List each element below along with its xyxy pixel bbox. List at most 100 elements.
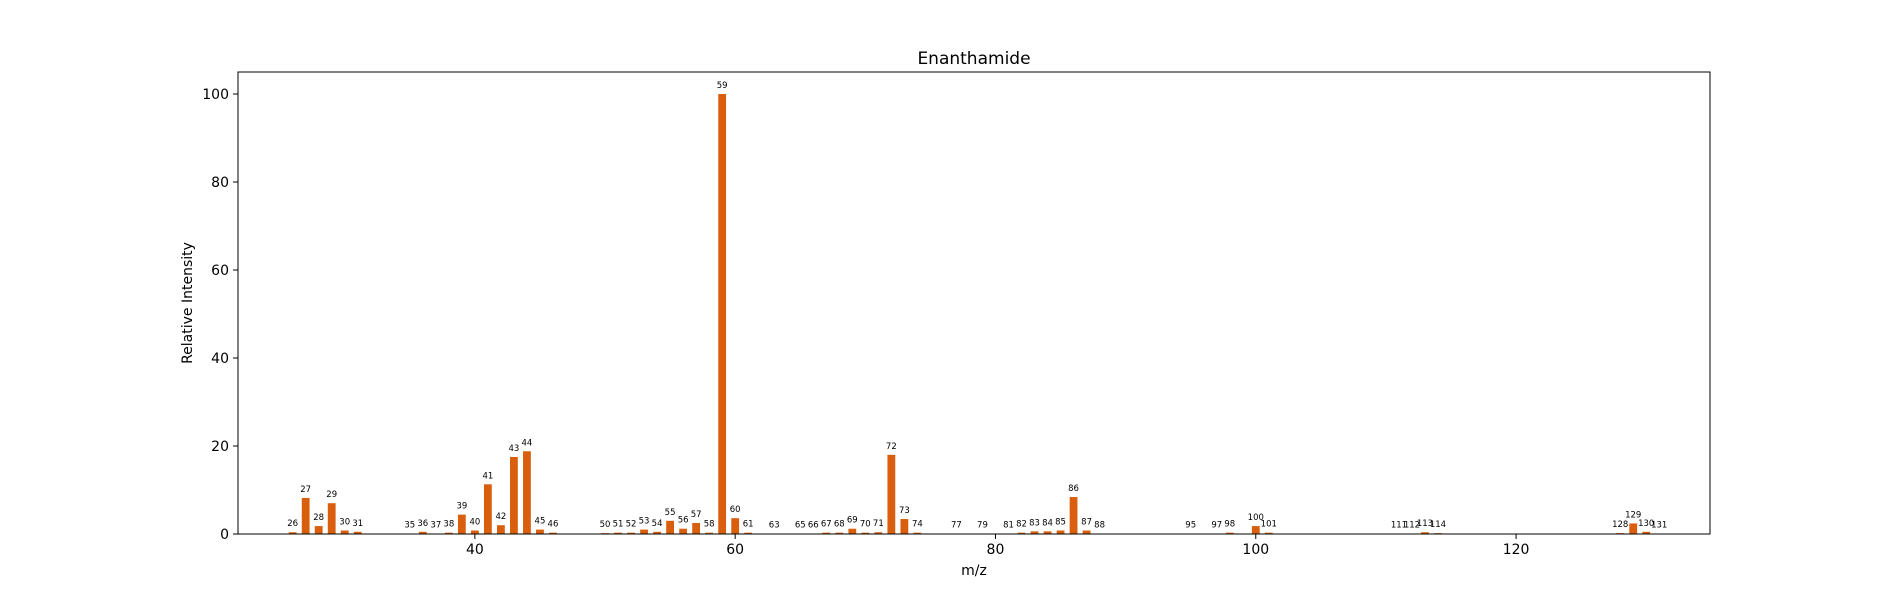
peak-label: 77 [951,521,962,531]
peak-label: 81 [1003,521,1014,531]
peak-label: 79 [977,521,988,531]
peak-label: 55 [665,508,676,518]
bar-mz-86 [1069,497,1078,534]
bar-mz-69 [848,528,857,534]
peak-label: 73 [899,506,910,516]
peak-label: 42 [495,512,506,522]
x-tick-label: 80 [987,542,1005,558]
peak-label: 114 [1430,520,1446,530]
peak-label: 83 [1029,518,1040,528]
peak-label: 37 [430,521,441,531]
peak-label: 100 [1248,513,1264,523]
peak-label: 70 [860,520,871,530]
bar-mz-85 [1056,530,1065,534]
bar-mz-101 [1264,532,1273,534]
peak-label: 85 [1055,517,1066,527]
y-tick-label: 80 [211,175,229,191]
bar-mz-82 [1017,532,1026,534]
bar-mz-100 [1251,526,1260,534]
peak-label: 45 [535,517,546,527]
peak-label: 58 [704,520,715,530]
bar-mz-87 [1082,530,1091,534]
peak-label: 36 [417,519,428,529]
peak-label: 52 [626,520,637,530]
bar-mz-54 [653,531,661,534]
peak-label: 46 [548,520,559,530]
peak-label: 129 [1625,510,1641,520]
bar-mz-83 [1030,531,1039,534]
bar-mz-27 [301,497,310,534]
y-tick-label: 40 [211,351,229,367]
bar-mz-67 [822,532,831,534]
bar-mz-58 [705,532,714,534]
bar-mz-84 [1043,531,1052,534]
peak-label: 60 [730,505,741,515]
peak-label: 57 [691,510,702,520]
bar-mz-73 [900,519,909,534]
bar-mz-61 [744,532,753,534]
peak-label: 130 [1638,519,1654,529]
peak-label: 86 [1068,484,1079,494]
peak-label: 27 [300,485,311,495]
bar-mz-31 [353,531,362,534]
x-axis-title: m/z [961,563,987,579]
peak-label: 67 [821,520,832,530]
x-axis: 40 60 80 100 120 [466,534,1529,558]
bar-mz-30 [340,530,349,534]
peak-label: 41 [482,471,493,481]
bar-mz-40 [470,530,479,534]
peak-label: 84 [1042,518,1053,528]
x-tick-label: 40 [466,542,484,558]
bar-mz-46 [549,532,557,534]
bar-mz-130 [1642,531,1651,534]
peak-label: 88 [1094,521,1105,531]
plot-frame [237,71,1711,535]
bar-mz-70 [861,532,870,534]
x-tick-label: 120 [1503,542,1530,558]
peak-label: 53 [639,517,650,527]
peak-label: 128 [1612,520,1628,530]
bar-mz-29 [327,503,336,534]
y-axis-title: Relative Intensity [180,242,196,364]
y-tick-label: 20 [211,439,229,455]
bar-mz-52 [627,532,635,534]
peak-label: 131 [1651,521,1667,531]
peak-label: 28 [313,513,324,523]
peak-label: 111 [1391,521,1407,531]
bar-mz-56 [679,528,688,534]
x-tick-label: 60 [726,542,744,558]
peak-label: 74 [912,520,923,530]
bar-mz-55 [666,520,674,534]
peak-label: 35 [404,521,415,531]
peak-label: 30 [339,517,350,527]
bar-mz-53 [640,529,648,534]
peak-label: 68 [834,520,845,530]
bar-mz-68 [835,532,844,534]
peak-label: 101 [1261,520,1277,530]
y-tick-label: 100 [202,87,229,103]
peak-label: 56 [678,516,689,526]
bar-mz-36 [418,531,427,534]
peak-label: 72 [886,442,897,452]
peak-label: 51 [613,520,624,530]
bar-mz-42 [497,525,505,534]
peak-label: 26 [287,519,298,529]
bar-mz-60 [731,518,740,534]
bar-mz-43 [510,457,518,534]
bar-mz-98 [1225,532,1234,534]
peak-label: 71 [873,519,884,529]
bar-mz-129 [1629,523,1638,534]
peak-label: 59 [717,81,728,91]
peak-label: 50 [600,520,611,530]
peak-label: 97 [1211,521,1222,531]
peak-label: 112 [1404,521,1420,531]
peak-label: 38 [443,520,454,530]
peak-label: 113 [1417,519,1433,529]
peak-label: 98 [1224,520,1235,530]
bar-mz-57 [692,523,701,534]
y-tick-label: 0 [220,527,229,543]
peak-label: 66 [808,521,819,531]
bar-mz-74 [913,532,922,534]
